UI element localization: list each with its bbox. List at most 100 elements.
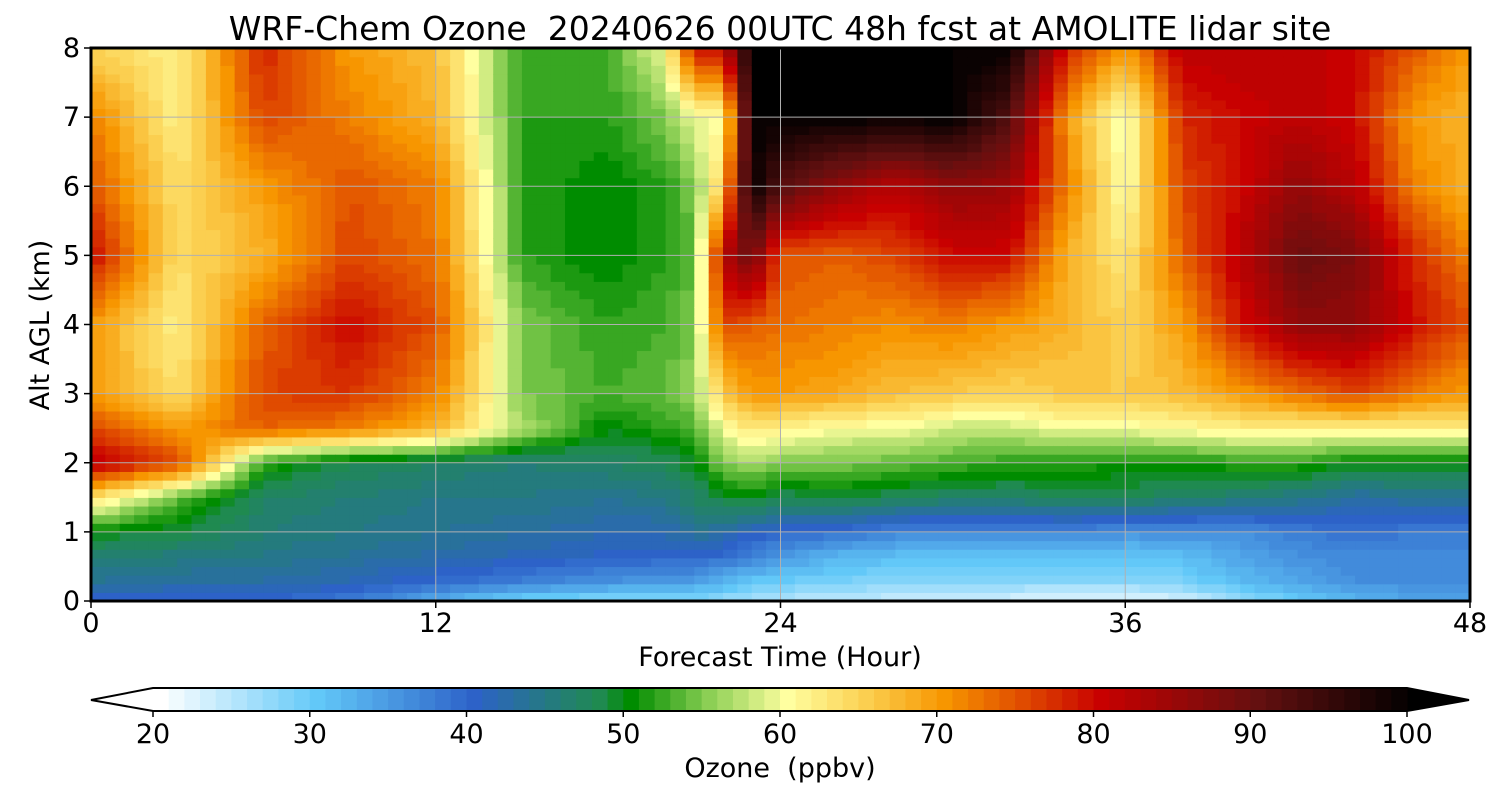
heatmap-cell (378, 48, 394, 58)
heatmap-cell (938, 566, 954, 576)
heatmap-cell (521, 160, 537, 170)
heatmap-cell (837, 592, 853, 602)
heatmap-cell (177, 229, 193, 239)
heatmap-cell (1010, 56, 1026, 66)
heatmap-cell (794, 488, 810, 498)
heatmap-cell (134, 264, 150, 274)
heatmap-cell (608, 428, 624, 438)
heatmap-cell (579, 523, 595, 533)
heatmap-cell (622, 143, 638, 153)
heatmap-cell (924, 125, 940, 136)
heatmap-cell (1039, 134, 1055, 144)
heatmap-cell (435, 549, 451, 559)
heatmap-cell (866, 549, 882, 559)
heatmap-cell (507, 91, 523, 101)
heatmap-cell (263, 428, 279, 438)
heatmap-cell (335, 514, 351, 524)
heatmap-cell (234, 359, 250, 369)
heatmap-cell (1197, 65, 1213, 75)
heatmap-cell (148, 143, 164, 153)
heatmap-cell (593, 82, 609, 92)
heatmap-cell (694, 436, 710, 447)
heatmap-cell (665, 82, 681, 92)
heatmap-cell (306, 220, 322, 231)
heatmap-cell (306, 324, 322, 334)
heatmap-cell (263, 315, 279, 326)
heatmap-cell (823, 117, 839, 127)
heatmap-cell (708, 246, 724, 256)
heatmap-cell (1125, 82, 1141, 92)
heatmap-cell (981, 186, 997, 196)
heatmap-cell (421, 315, 437, 326)
heatmap-cell (493, 91, 509, 101)
heatmap-cell (1153, 264, 1169, 274)
heatmap-cell (450, 255, 466, 265)
heatmap-cell (981, 246, 997, 256)
heatmap-cell (837, 264, 853, 274)
heatmap-cell (478, 324, 494, 334)
heatmap-cell (234, 73, 250, 84)
heatmap-cell (378, 419, 394, 429)
heatmap-cell (407, 246, 422, 256)
heatmap-cell (277, 462, 293, 472)
heatmap-cell (909, 65, 925, 75)
heatmap-cell (837, 255, 853, 265)
heatmap-cell (435, 592, 451, 602)
heatmap-cell (708, 540, 724, 550)
heatmap-cell (1067, 289, 1083, 300)
heatmap-cell (493, 229, 509, 239)
heatmap-cell (995, 134, 1011, 144)
heatmap-cell (852, 264, 868, 274)
heatmap-cell (924, 324, 940, 334)
heatmap-cell (134, 419, 150, 429)
heatmap-cell (91, 177, 106, 187)
heatmap-cell (780, 410, 796, 421)
heatmap-cell (837, 445, 853, 455)
heatmap-cell (737, 289, 753, 300)
heatmap-cell (421, 350, 437, 360)
heatmap-cell (234, 194, 250, 205)
heatmap-cell (708, 143, 724, 153)
heatmap-cell (134, 359, 150, 369)
heatmap-cell (1182, 186, 1198, 196)
heatmap-cell (1168, 315, 1184, 326)
heatmap-cell (866, 194, 882, 205)
heatmap-cell (1067, 272, 1083, 282)
heatmap-cell (119, 315, 135, 326)
heatmap-cell (191, 540, 207, 550)
heatmap-cell (1039, 471, 1055, 481)
heatmap-cell (1197, 480, 1213, 490)
heatmap-cell (608, 125, 624, 136)
heatmap-cell (191, 436, 207, 447)
heatmap-cell (694, 229, 710, 239)
heatmap-cell (363, 367, 379, 377)
heatmap-cell (952, 531, 968, 542)
heatmap-cell (737, 143, 753, 153)
heatmap-cell (1197, 497, 1213, 507)
heatmap-cell (924, 143, 940, 153)
heatmap-cell (723, 488, 738, 498)
heatmap-cell (981, 575, 997, 585)
heatmap-cell (392, 125, 408, 136)
heatmap-cell (1110, 272, 1126, 282)
heatmap-cell (363, 333, 379, 343)
heatmap-cell (823, 307, 839, 317)
heatmap-cell (292, 445, 308, 455)
heatmap-cell (392, 350, 408, 360)
heatmap-cell (837, 65, 853, 75)
heatmap-cell (277, 65, 293, 75)
heatmap-cell (866, 298, 882, 308)
heatmap-cell (1125, 549, 1141, 559)
heatmap-cell (521, 333, 537, 343)
heatmap-cell (450, 462, 466, 472)
heatmap-cell (177, 350, 193, 360)
heatmap-cell (421, 497, 437, 507)
heatmap-cell (292, 350, 308, 360)
heatmap-cell (320, 583, 336, 593)
heatmap-cell (220, 523, 236, 533)
heatmap-cell (277, 410, 293, 421)
heatmap-cell (191, 125, 207, 136)
heatmap-cell (1024, 445, 1040, 455)
heatmap-cell (277, 229, 293, 239)
heatmap-cell (924, 410, 940, 421)
